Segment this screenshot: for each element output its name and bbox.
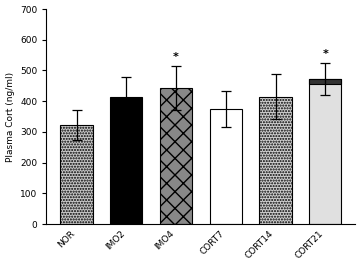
Text: *: * bbox=[173, 52, 179, 62]
Bar bbox=[309, 79, 342, 84]
Y-axis label: Plasma Cort (ng/ml): Plasma Cort (ng/ml) bbox=[5, 72, 14, 162]
Text: *: * bbox=[322, 49, 328, 59]
Bar bbox=[210, 109, 242, 224]
Bar bbox=[60, 125, 93, 224]
Bar bbox=[160, 88, 192, 224]
Bar bbox=[259, 97, 292, 224]
Bar bbox=[110, 97, 143, 224]
Bar bbox=[309, 79, 342, 224]
